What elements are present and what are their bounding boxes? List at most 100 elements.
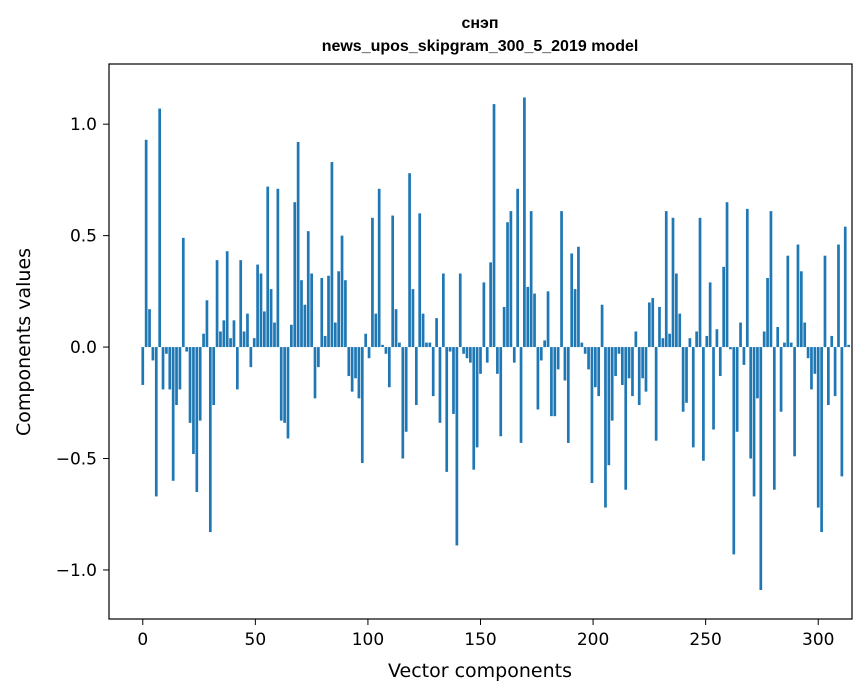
bar (590, 347, 594, 484)
bar (323, 335, 327, 348)
bar (637, 347, 641, 406)
bar (735, 347, 739, 432)
bar (354, 347, 357, 379)
bar (644, 347, 648, 392)
bar (624, 347, 628, 490)
bar (489, 262, 492, 348)
bar (485, 347, 489, 363)
bar (519, 347, 523, 443)
x-tick-label: 100 (352, 630, 384, 650)
bar (563, 347, 567, 381)
bar (661, 338, 665, 348)
bar (756, 347, 759, 399)
x-tick-label: 150 (464, 630, 496, 650)
bar (536, 347, 540, 410)
bar (725, 202, 729, 348)
bar (847, 344, 850, 348)
bars-group (141, 97, 850, 591)
bar (330, 162, 334, 348)
bar (414, 347, 418, 406)
bar (161, 347, 165, 390)
bar (752, 347, 756, 497)
bar (246, 313, 249, 348)
bar (215, 260, 219, 348)
bar (465, 347, 469, 359)
bar (340, 235, 344, 348)
bar (604, 347, 607, 508)
plot-area-frame (108, 63, 853, 620)
bar (533, 293, 536, 348)
bar (327, 275, 330, 348)
bar (607, 347, 611, 466)
bar (208, 347, 212, 533)
bar (742, 347, 746, 365)
bar (830, 335, 834, 348)
bar (344, 280, 347, 348)
bar (306, 231, 310, 348)
bar (188, 347, 192, 423)
bar (526, 286, 530, 348)
bar (715, 329, 719, 348)
bar (543, 340, 547, 348)
bar (455, 347, 459, 546)
bar (219, 331, 222, 348)
bar (181, 237, 185, 348)
bar (840, 347, 844, 477)
bar (475, 347, 479, 448)
bar (367, 347, 371, 359)
bar (708, 282, 712, 348)
bar (712, 347, 715, 430)
bar (462, 347, 465, 354)
bar (516, 188, 519, 348)
bar (293, 202, 297, 348)
bar (566, 347, 570, 443)
bar (509, 211, 513, 348)
bar (452, 347, 455, 414)
bar (789, 342, 793, 348)
bar (813, 347, 817, 374)
bar (387, 347, 391, 388)
bar (421, 313, 425, 348)
y-axis-label: Components values (13, 248, 35, 436)
bar (296, 142, 300, 348)
bar (685, 347, 688, 403)
bar (391, 215, 395, 348)
bar (175, 347, 178, 406)
bar (512, 347, 516, 363)
bar (283, 347, 286, 423)
bar (364, 333, 368, 348)
bar (769, 211, 773, 348)
bar (786, 255, 790, 348)
bar (550, 347, 553, 417)
bar (276, 188, 280, 348)
bar (411, 289, 415, 348)
bar (664, 211, 668, 348)
bar (833, 347, 837, 397)
y-tick-label: 0.0 (70, 338, 97, 358)
bar (431, 347, 435, 397)
bar (300, 280, 303, 348)
bar (617, 347, 621, 354)
bar (303, 304, 307, 348)
bar (837, 244, 840, 348)
bar (381, 344, 384, 348)
bar (198, 347, 202, 421)
chart-subtitle: news_upos_skipgram_300_5_2019 model (322, 38, 639, 55)
bar (806, 347, 810, 359)
bar (408, 173, 411, 348)
bar (654, 347, 658, 441)
bar (641, 347, 644, 379)
bar (394, 309, 398, 348)
bar (154, 347, 158, 497)
bar (499, 347, 503, 437)
bar (398, 342, 401, 348)
bar (333, 322, 337, 348)
bar (779, 347, 783, 412)
bar (749, 347, 753, 459)
bar (820, 347, 823, 533)
bar (235, 347, 239, 390)
bar (597, 347, 601, 397)
bar (263, 311, 266, 348)
bar (739, 322, 742, 348)
bar (691, 347, 695, 448)
